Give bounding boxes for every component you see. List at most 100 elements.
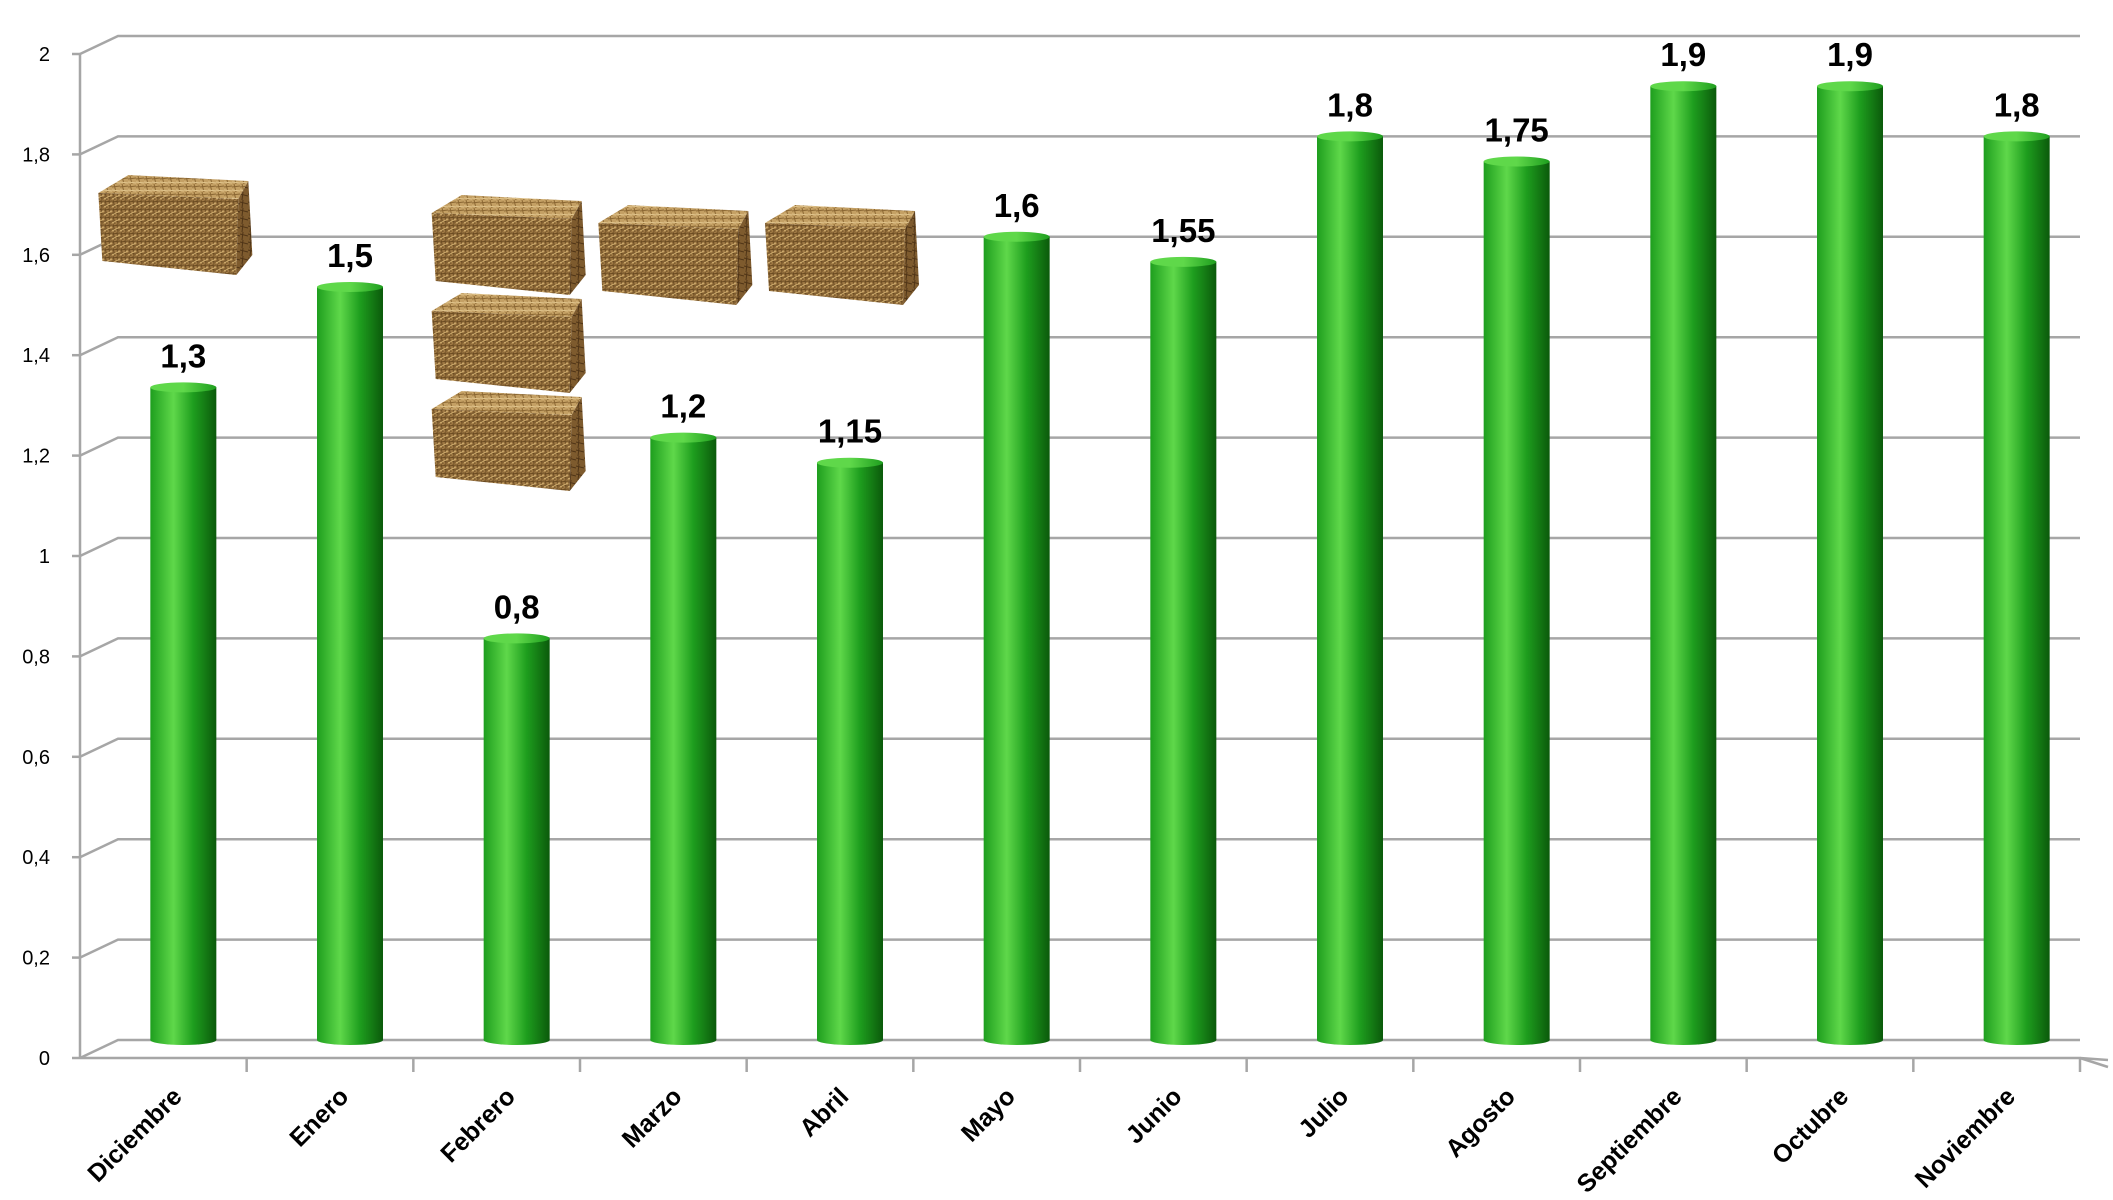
gridline <box>79 837 2080 859</box>
bar-base <box>150 1035 217 1045</box>
y-tick-label: 1,6 <box>22 245 50 267</box>
bar-body <box>150 387 217 1040</box>
bar-cap <box>317 282 383 292</box>
bar-cap <box>983 231 1050 242</box>
gridline <box>79 938 2080 959</box>
bar-julio <box>1317 131 1383 1045</box>
bar-cap <box>1150 256 1217 267</box>
gridline <box>79 436 2080 457</box>
bar-marzo <box>650 432 717 1045</box>
bar-base <box>1983 1035 2050 1045</box>
bar-body <box>1817 86 1883 1040</box>
bar-agosto <box>1483 156 1550 1045</box>
gridline <box>79 34 2080 56</box>
x-tick-label: Mayo <box>956 1082 1021 1147</box>
bar-base <box>817 1035 883 1045</box>
bars <box>150 81 2050 1045</box>
bar-mayo <box>983 231 1050 1045</box>
data-label: 1,55 <box>1151 212 1215 249</box>
x-tick-label: Febrero <box>435 1082 521 1168</box>
x-tick-label: Diciembre <box>82 1082 187 1187</box>
data-label: 1,3 <box>160 337 206 374</box>
x-tick-label: Abril <box>794 1082 854 1142</box>
bar-base <box>1150 1035 1217 1045</box>
bar-diciembre <box>150 382 217 1045</box>
y-tick-label: 1,2 <box>22 446 50 468</box>
bar-body <box>1983 136 2050 1040</box>
data-labels: 1,3 1,5 0,8 1,2 1,15 1,6 1,55 1,8 1,75 1,9 1,9 1,8 <box>160 36 2039 625</box>
bar-body <box>1650 86 1717 1040</box>
data-label: 1,8 <box>1327 86 1373 123</box>
bar-cap <box>1817 81 1883 92</box>
x-tick-label: Junio <box>1121 1082 1188 1149</box>
bar-base <box>650 1035 717 1045</box>
y-tick-label: 0,2 <box>22 948 50 970</box>
x-tick-label: Marzo <box>617 1082 688 1153</box>
bar-cap <box>650 432 717 443</box>
bar-base <box>1483 1035 1550 1045</box>
data-label: 1,2 <box>660 388 706 425</box>
bar-body <box>817 462 883 1040</box>
bar-base <box>983 1035 1050 1045</box>
x-tick-label: Septiembre <box>1571 1082 1687 1195</box>
data-label: 1,9 <box>1827 36 1873 73</box>
bar-base <box>1650 1035 1717 1045</box>
bar-octubre <box>1817 81 1883 1045</box>
bar-septiembre <box>1650 81 1717 1045</box>
data-label: 1,6 <box>994 187 1040 224</box>
hay-bale-icon <box>598 205 753 305</box>
bar-cap <box>1317 131 1383 142</box>
y-tick-label: 0,6 <box>22 747 50 769</box>
y-tick-label: 1 <box>39 546 50 568</box>
data-label: 1,5 <box>327 237 373 274</box>
hay-bale-icon <box>431 293 586 393</box>
bar-base <box>1817 1035 1883 1045</box>
y-tick-label: 2 <box>39 44 50 66</box>
bar-cap <box>1483 156 1550 167</box>
decorations <box>98 175 919 491</box>
bar-body <box>1150 261 1217 1040</box>
bar-body <box>650 437 717 1041</box>
y-tick-label: 0 <box>39 1048 50 1070</box>
bar-cap <box>1983 131 2050 142</box>
hay-bale-icon <box>98 175 253 275</box>
gridline <box>79 135 2080 156</box>
bar-body <box>317 287 383 1040</box>
gridline <box>79 536 2080 558</box>
gridline <box>79 637 2080 658</box>
bar-base <box>483 1035 550 1045</box>
x-tick-label: Enero <box>284 1082 354 1152</box>
x-tick-label: Noviembre <box>1910 1082 2021 1193</box>
bar-noviembre <box>1983 131 2050 1045</box>
gridline <box>79 737 2080 758</box>
bar-cap <box>1650 81 1717 92</box>
hay-bale-icon <box>431 391 586 491</box>
data-label: 1,9 <box>1660 36 1706 73</box>
hay-bale-icon <box>431 195 586 295</box>
x-axis: Diciembre Enero Febrero Marzo Abril Mayo Junio… <box>80 1056 2109 1199</box>
floor-edge <box>2079 1056 2109 1069</box>
hay-bale-icon <box>765 205 919 305</box>
bar-base <box>317 1035 383 1045</box>
bar-body <box>483 638 550 1040</box>
data-label: 0,8 <box>494 588 540 625</box>
gridline <box>79 335 2080 357</box>
bar-cap <box>150 382 217 393</box>
bar-enero <box>317 282 383 1045</box>
x-tick-label: Agosto <box>1440 1082 1521 1163</box>
gridline <box>79 235 2080 256</box>
y-tick-label: 1,4 <box>22 345 50 367</box>
y-tick-label: 0,4 <box>22 847 50 869</box>
x-tick-label: Julio <box>1293 1082 1354 1143</box>
bar-cap <box>817 457 883 468</box>
bar-junio <box>1150 256 1217 1045</box>
y-tick-label: 0,8 <box>22 646 50 668</box>
y-axis: 0 0,2 0,4 0,6 0,8 1 1,2 1,4 1,6 1,8 2 <box>22 44 82 1070</box>
gridline <box>79 1038 2080 1060</box>
bar-base <box>1317 1035 1383 1045</box>
data-label: 1,8 <box>1994 86 2040 123</box>
x-tick-label: Octubre <box>1767 1082 1855 1170</box>
data-label: 1,15 <box>818 413 882 450</box>
